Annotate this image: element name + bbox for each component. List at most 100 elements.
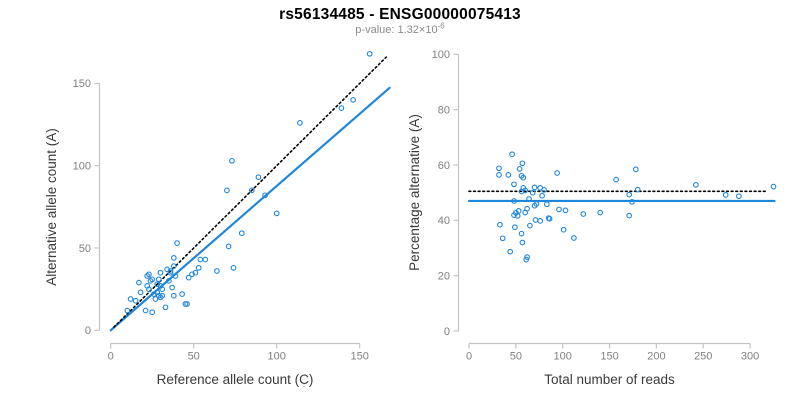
x-tick-label: 50 [510,351,522,363]
data-point [516,166,523,172]
y-tick-label: 100 [432,49,450,61]
x-tick-label: 150 [600,351,618,363]
data-point [519,160,526,167]
data-point [179,291,185,297]
x-tick-label: 0 [108,351,114,363]
data-point [520,174,527,181]
data-point [297,120,303,126]
data-point [144,283,151,289]
data-point [132,297,139,304]
data-point [170,255,177,261]
data-point [496,172,502,178]
data-point [736,193,742,200]
data-point [165,278,172,284]
data-point [229,157,235,164]
data-point [518,230,525,237]
data-point [182,301,189,307]
data-point [626,212,633,219]
data-point [273,210,280,217]
data-point [512,224,518,231]
y-tick-label: 80 [438,104,450,116]
data-point [170,292,177,299]
data-point [597,209,604,216]
data-point [722,192,729,198]
data-point [230,264,237,271]
data-point [496,165,502,172]
data-point [562,207,569,214]
scatter-panel-1: 0 50 100 150 0 50 100 150 Reference allele count… [44,50,391,387]
data-point [518,188,525,195]
y-tick-label: 60 [438,160,450,172]
data-point [124,307,131,314]
data-point [571,235,577,241]
data-point [195,264,202,271]
scatter-panel-2: 0 20 40 60 80 100 0 50 100 150 200 250 300 Total numb… [407,49,777,387]
data-point [189,271,195,278]
data-point [144,273,151,279]
data-point [522,187,529,194]
data-point [238,230,245,237]
y-axis-title: Percentage alternative (A) [407,114,422,271]
data-point [159,292,166,299]
x-axis-title: Reference allele count (C) [157,372,314,387]
data-point [554,170,560,176]
y-tick-label: 100 [73,161,91,173]
data-point [511,198,517,204]
data-point [524,254,530,260]
data-point [505,172,512,178]
y-tick-label: 40 [438,215,450,227]
data-point [366,50,373,57]
data-point [172,273,179,279]
y-axis-title: Alternative allele count (A) [44,128,59,286]
data-point [157,269,164,276]
x-tick-label: 200 [647,351,665,363]
data-point [255,174,262,181]
x-tick-label: 300 [741,351,759,363]
pvalue-exponent: -6 [437,21,445,31]
x-tick-label: 100 [554,351,572,363]
data-point [157,283,164,289]
data-point [523,256,530,263]
y-tick-label: 0 [444,326,450,338]
data-point [184,301,190,307]
data-point [338,105,345,111]
data-point [197,256,204,263]
data-point [136,279,142,286]
data-point [626,191,633,198]
x-tick-label: 0 [466,351,472,363]
data-point [350,97,356,103]
data-point [519,239,526,246]
data-point [497,221,503,228]
data-point [174,240,180,246]
data-point [185,274,192,281]
data-point [546,215,553,222]
data-point [531,184,538,191]
data-point [155,276,162,283]
data-point [541,187,547,193]
data-point [632,166,639,173]
data-point [634,186,641,193]
data-point [202,256,209,263]
data-point [127,296,134,302]
pvalue-text: p-value: 1.32×10 [355,24,438,36]
data-point [560,226,567,233]
data-point [522,209,529,216]
data-point [142,307,149,314]
data-point [224,187,230,194]
data-point [613,176,619,183]
data-point [527,222,533,229]
data-point [149,309,156,316]
x-tick-label: 100 [268,351,286,363]
y-tick-label: 50 [79,243,91,255]
data-point [262,192,268,199]
data-point [225,243,232,250]
data-point [526,196,532,202]
x-axis-title: Total number of reads [544,372,675,387]
data-point [167,269,174,276]
data-point [248,187,255,194]
data-point [507,248,514,255]
y-tick-label: 150 [73,78,91,90]
data-point [514,213,521,219]
data-point [770,183,777,190]
